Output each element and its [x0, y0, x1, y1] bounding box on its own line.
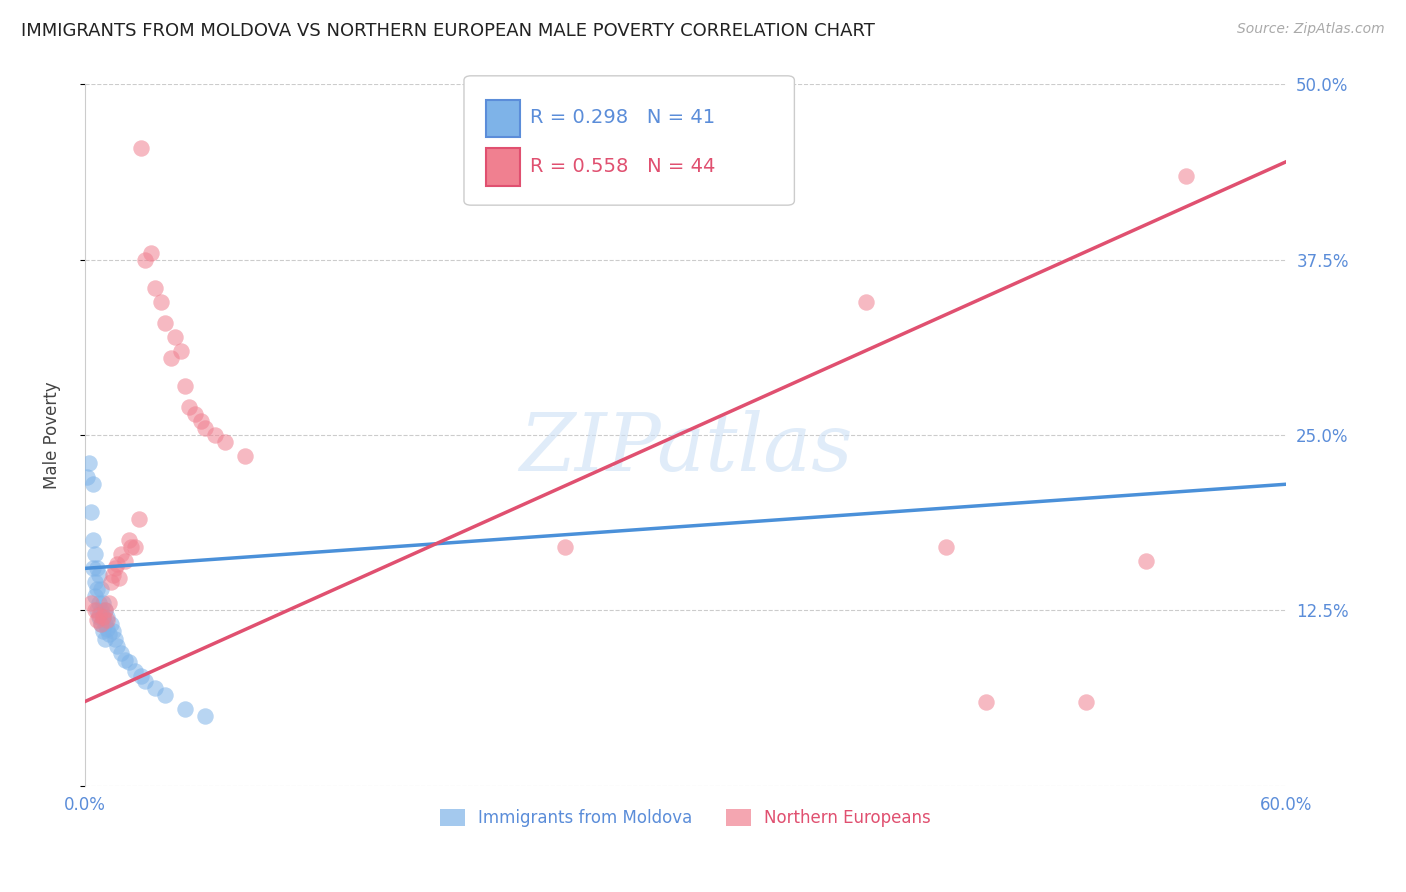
Point — [118, 656, 141, 670]
Point — [124, 664, 146, 678]
Point — [139, 245, 162, 260]
Point — [120, 541, 142, 555]
Point — [974, 695, 997, 709]
Point — [90, 617, 112, 632]
Text: Source: ZipAtlas.com: Source: ZipAtlas.com — [1237, 22, 1385, 37]
Point — [82, 477, 104, 491]
Point — [143, 281, 166, 295]
Point — [184, 407, 207, 421]
Point — [91, 610, 114, 624]
Point — [143, 681, 166, 695]
Point — [82, 561, 104, 575]
Point — [83, 575, 105, 590]
Text: IMMIGRANTS FROM MOLDOVA VS NORTHERN EUROPEAN MALE POVERTY CORRELATION CHART: IMMIGRANTS FROM MOLDOVA VS NORTHERN EURO… — [21, 22, 875, 40]
Point — [104, 632, 127, 646]
Point — [214, 435, 236, 450]
Point — [90, 603, 112, 617]
Point — [100, 575, 122, 590]
Point — [134, 252, 156, 267]
Point — [90, 617, 112, 632]
Point — [100, 617, 122, 632]
Point — [86, 613, 108, 627]
Point — [124, 541, 146, 555]
Point — [110, 547, 132, 561]
Point — [94, 603, 117, 617]
Point — [1135, 554, 1157, 568]
Point — [86, 582, 108, 597]
Point — [96, 613, 118, 627]
Point — [101, 624, 124, 639]
Point — [87, 568, 110, 582]
Point — [149, 294, 172, 309]
Point — [190, 414, 212, 428]
Point — [83, 590, 105, 604]
Point — [96, 610, 118, 624]
Text: R = 0.558   N = 44: R = 0.558 N = 44 — [530, 157, 716, 177]
Point — [173, 701, 195, 715]
Point — [160, 351, 183, 365]
Point — [80, 505, 103, 519]
Point — [194, 421, 217, 435]
Point — [114, 554, 136, 568]
Point — [177, 400, 200, 414]
Point — [134, 673, 156, 688]
Point — [1076, 695, 1098, 709]
Point — [153, 688, 176, 702]
Point — [163, 330, 186, 344]
Point — [97, 627, 120, 641]
Point — [105, 557, 128, 571]
Legend: Immigrants from Moldova, Northern Europeans: Immigrants from Moldova, Northern Europe… — [433, 802, 938, 833]
Point — [83, 547, 105, 561]
Point — [233, 449, 256, 463]
Point — [204, 428, 226, 442]
Point — [86, 603, 108, 617]
Point — [194, 708, 217, 723]
Point — [87, 596, 110, 610]
Point — [129, 140, 152, 154]
Point — [173, 379, 195, 393]
Point — [110, 646, 132, 660]
Point — [104, 561, 127, 575]
Point — [94, 632, 117, 646]
Point — [96, 622, 118, 636]
Point — [94, 603, 117, 617]
Point — [94, 617, 117, 632]
Point — [101, 568, 124, 582]
Point — [90, 582, 112, 597]
Point — [935, 541, 957, 555]
Text: R = 0.298   N = 41: R = 0.298 N = 41 — [530, 108, 716, 128]
Point — [129, 669, 152, 683]
Point — [170, 343, 193, 358]
Point — [83, 603, 105, 617]
Point — [153, 316, 176, 330]
Point — [107, 571, 129, 585]
Point — [118, 533, 141, 548]
Point — [80, 596, 103, 610]
Point — [91, 610, 114, 624]
Point — [87, 607, 110, 622]
Point — [76, 470, 98, 484]
Point — [97, 596, 120, 610]
Point — [86, 561, 108, 575]
Point — [855, 294, 877, 309]
Point — [114, 652, 136, 666]
Point — [87, 610, 110, 624]
Point — [91, 596, 114, 610]
Point — [91, 624, 114, 639]
Point — [77, 456, 100, 470]
Point — [554, 541, 576, 555]
Point — [1175, 169, 1198, 183]
Y-axis label: Male Poverty: Male Poverty — [44, 381, 60, 489]
Point — [128, 512, 150, 526]
Text: ZIPatlas: ZIPatlas — [519, 410, 852, 488]
Point — [105, 639, 128, 653]
Point — [82, 533, 104, 548]
